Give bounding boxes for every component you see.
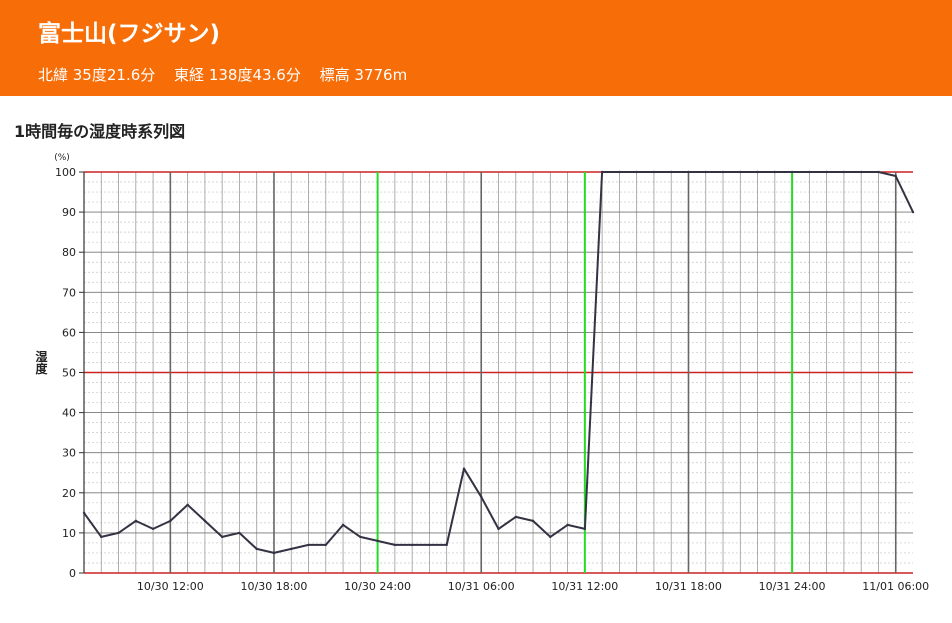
y-tick-label: 10 xyxy=(62,527,76,540)
data-point xyxy=(531,519,535,523)
data-point xyxy=(825,170,828,174)
data-point xyxy=(290,547,293,551)
x-tick-label: 10/30 24:00 xyxy=(344,580,411,593)
y-tick-label: 20 xyxy=(62,487,76,500)
x-tick-label: 10/31 24:00 xyxy=(759,580,826,593)
data-point xyxy=(877,170,880,174)
data-point xyxy=(393,543,397,547)
data-point xyxy=(376,539,379,543)
data-point xyxy=(618,170,621,174)
data-point xyxy=(462,467,466,470)
data-point xyxy=(410,543,414,547)
data-point xyxy=(445,543,448,547)
y-tick-label: 80 xyxy=(62,246,76,259)
data-point xyxy=(790,170,794,174)
data-point xyxy=(894,174,897,178)
data-point xyxy=(566,523,569,527)
station-name: 富士山(フジサン) xyxy=(38,21,221,47)
data-point xyxy=(82,511,86,515)
data-point xyxy=(272,551,276,555)
x-tick-label: 10/30 18:00 xyxy=(241,580,308,593)
longitude-text: 東経 138度43.6分 xyxy=(174,66,301,84)
data-point xyxy=(635,170,638,174)
x-tick-label: 10/31 12:00 xyxy=(551,580,618,593)
data-point xyxy=(341,523,345,527)
data-point xyxy=(842,170,846,174)
data-point xyxy=(324,543,327,547)
y-tick-label: 0 xyxy=(69,567,76,580)
x-tick-label: 10/30 12:00 xyxy=(137,580,204,593)
y-tick-label: 70 xyxy=(62,286,76,299)
data-point xyxy=(808,170,811,174)
altitude-text: 標高 3776m xyxy=(319,66,408,84)
data-point xyxy=(514,515,517,519)
y-tick-label: 60 xyxy=(62,326,76,339)
data-point xyxy=(203,519,207,523)
data-point xyxy=(238,531,241,535)
y-unit-label: (%) xyxy=(54,153,70,163)
data-point xyxy=(307,543,310,547)
humidity-chart: 10/30 12:00 10/30 18:00 10/30 24:00 10/31 0… xyxy=(34,153,929,593)
y-tick-label: 90 xyxy=(62,206,76,219)
data-point xyxy=(359,535,362,539)
station-info: 北緯 35度21.6分 東経 138度43.6分 標高 3776m xyxy=(38,64,421,85)
data-point xyxy=(549,535,552,539)
data-point xyxy=(169,519,172,523)
data-point xyxy=(721,170,725,174)
y-tick-label: 40 xyxy=(62,407,76,420)
data-point xyxy=(134,519,138,523)
data-point xyxy=(670,170,673,174)
data-point xyxy=(773,170,777,174)
data-point xyxy=(100,535,103,539)
data-point xyxy=(255,547,258,551)
y-tick-label: 50 xyxy=(62,367,76,380)
data-point xyxy=(687,170,690,174)
x-tick-label: 10/31 18:00 xyxy=(655,580,722,593)
y-tick-label: 30 xyxy=(62,447,76,460)
station-header: 富士山(フジサン) 北緯 35度21.6分 東経 138度43.6分 標高 37… xyxy=(0,0,952,96)
y-tick-label: 100 xyxy=(55,166,76,179)
data-point xyxy=(859,170,863,174)
x-tick-label: 10/31 06:00 xyxy=(448,580,515,593)
data-point xyxy=(220,535,224,539)
data-point xyxy=(480,495,483,499)
chart-title: 1時間毎の湿度時系列図 xyxy=(14,122,186,141)
data-point xyxy=(117,531,120,535)
data-point xyxy=(911,210,915,214)
data-point xyxy=(497,527,500,531)
data-point xyxy=(428,543,431,547)
latitude-text: 北緯 35度21.6分 xyxy=(38,66,156,84)
data-point xyxy=(739,170,742,174)
data-point xyxy=(583,527,587,531)
data-point xyxy=(704,170,707,174)
data-point xyxy=(652,170,656,174)
data-point xyxy=(756,170,759,174)
y-axis-label: 湿度 xyxy=(34,349,48,375)
x-tick-label: 11/01 06:00 xyxy=(862,580,929,593)
data-point xyxy=(186,503,189,507)
data-point xyxy=(151,527,155,531)
data-point xyxy=(600,170,604,174)
